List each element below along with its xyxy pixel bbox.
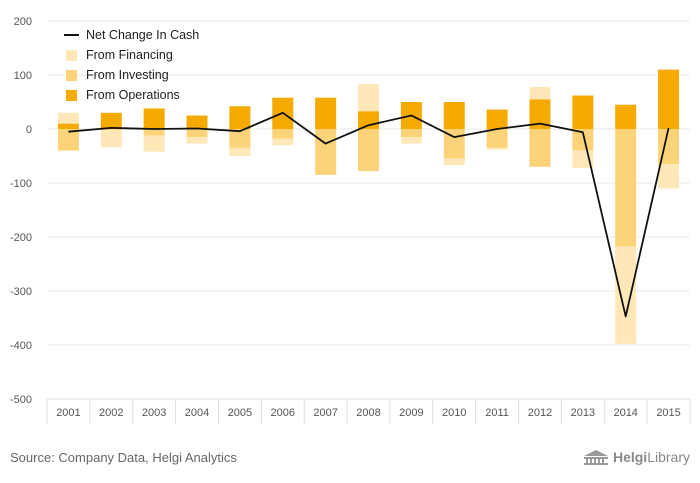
legend-swatch-operations (66, 90, 77, 101)
y-axis: 200 100 0 -100 -200 -300 -400 -500 (10, 16, 32, 406)
helgi-library-logo: HelgiLibrary (583, 449, 690, 465)
x-tick-label: 2002 (99, 407, 123, 419)
bar-operations (315, 97, 337, 129)
x-tick-label: 2013 (571, 407, 595, 419)
logo-suffix: Library (647, 449, 690, 465)
bar-investing (100, 129, 122, 131)
building-icon (583, 450, 608, 465)
bar-financing (529, 86, 551, 100)
y-tick-label: -100 (10, 178, 32, 190)
bar-investing (486, 129, 508, 148)
bar-investing (529, 129, 551, 167)
y-tick-label: -500 (10, 394, 32, 406)
bar-financing (658, 164, 680, 189)
x-tick-label: 2005 (228, 407, 252, 419)
bar-financing (186, 137, 208, 144)
bar-operations (358, 111, 379, 129)
bar-operations (572, 95, 594, 129)
bar-financing (358, 84, 379, 112)
bar-financing (486, 147, 508, 150)
bar-investing (229, 129, 251, 148)
source-note: Source: Company Data, Helgi Analytics (10, 450, 237, 465)
bar-financing (272, 138, 294, 146)
bar-operations (229, 106, 251, 129)
bar-financing (57, 112, 79, 124)
net-change-polyline (68, 111, 670, 318)
y-tick-label: -200 (10, 232, 32, 244)
bar-investing (615, 129, 637, 247)
bar-investing (57, 129, 79, 151)
bar-operations (443, 102, 465, 129)
x-tick-label: 2010 (442, 407, 466, 419)
net-change-line (68, 111, 670, 318)
bar-investing (572, 129, 594, 151)
x-tick-label: 2004 (185, 407, 209, 419)
bar-operations (143, 108, 165, 129)
bar-operations (100, 112, 122, 129)
bar-investing (358, 129, 379, 172)
bar-investing (658, 129, 680, 165)
y-tick-label: 200 (14, 16, 32, 28)
bar-investing (272, 129, 294, 139)
bar-operations (57, 123, 79, 129)
legend-label-net: Net Change In Cash (86, 28, 199, 42)
logo-brand: Helgi (612, 449, 648, 465)
bar-financing (229, 147, 251, 156)
x-tick-label: 2006 (271, 407, 295, 419)
bar-financing (400, 137, 422, 144)
bar-investing (143, 129, 165, 136)
legend-label-financing: From Financing (86, 48, 173, 62)
bar-investing (400, 129, 422, 138)
x-tick-label: 2011 (485, 407, 509, 419)
bar-operations (658, 69, 680, 129)
bar-investing (315, 129, 337, 175)
legend-swatch-financing (66, 50, 77, 61)
x-axis: 2001 2002 2003 2004 2005 2006 2007 2008 2009 2010… (46, 398, 691, 424)
x-tick-label: 2009 (399, 407, 423, 419)
x-tick-label: 2015 (656, 407, 680, 419)
y-tick-label: -400 (10, 340, 32, 352)
bar-operations (615, 104, 637, 129)
bar-financing (100, 130, 122, 148)
bar-investing (186, 129, 208, 138)
x-tick-label: 2014 (613, 407, 637, 419)
x-tick-label: 2007 (313, 407, 337, 419)
bar-financing (615, 246, 637, 344)
legend-label-investing: From Investing (86, 68, 169, 82)
x-tick-label: 2012 (528, 407, 552, 419)
chart: 200 100 0 -100 -200 -300 -400 -500 2001 2002 2003… (10, 16, 691, 424)
bar-financing (143, 135, 165, 152)
legend-label-operations: From Operations (86, 88, 180, 102)
legend: Net Change In Cash From Financing From I… (64, 28, 199, 102)
bar-operations (186, 115, 208, 129)
y-tick-label: 100 (14, 70, 32, 82)
x-tick-label: 2008 (356, 407, 380, 419)
bar-financing (443, 158, 465, 166)
y-tick-label: 0 (26, 124, 32, 136)
y-tick-label: -300 (10, 286, 32, 298)
bars (57, 69, 680, 344)
x-tick-label: 2001 (56, 407, 80, 419)
legend-swatch-investing (66, 70, 77, 81)
bar-operations (486, 109, 508, 129)
x-tick-label: 2003 (142, 407, 166, 419)
bar-operations (529, 99, 551, 129)
